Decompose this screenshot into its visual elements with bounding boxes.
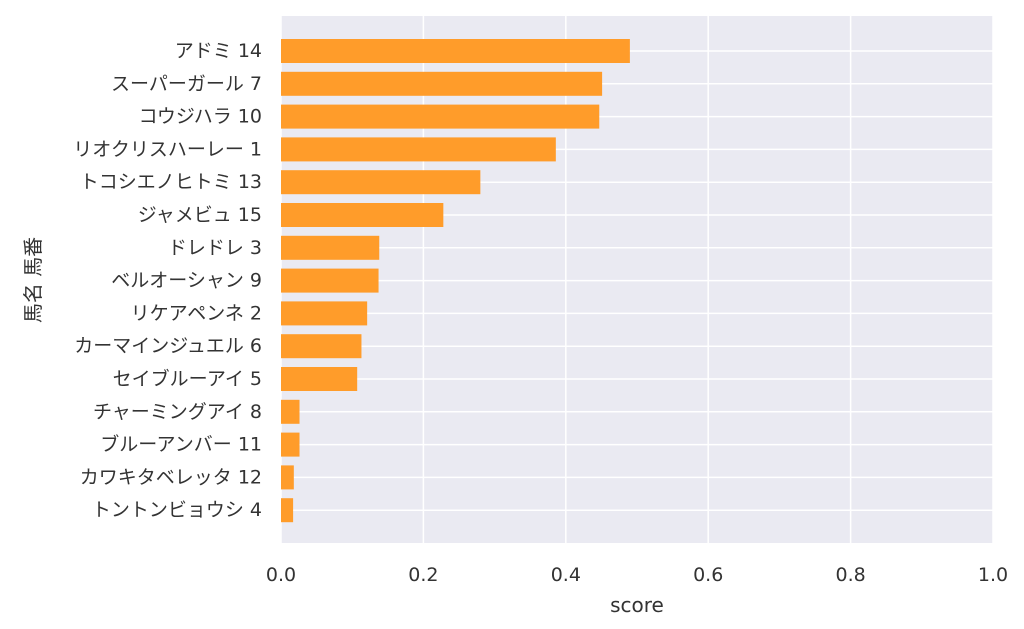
- x-tick-label: 0.6: [693, 564, 723, 586]
- bar: [281, 104, 600, 129]
- bars: [281, 39, 630, 523]
- y-tick-label: セイブルーアイ 5: [113, 367, 262, 390]
- bar: [281, 39, 630, 63]
- x-tick-label: 0.0: [266, 564, 296, 586]
- x-axis-label: score: [610, 593, 664, 617]
- y-tick-label: カーマインジュエル 6: [74, 335, 262, 357]
- y-axis-label: 馬名 馬番: [21, 237, 45, 323]
- bar: [281, 432, 300, 457]
- bar: [281, 170, 481, 195]
- bar: [281, 334, 362, 359]
- bar: [281, 71, 603, 96]
- bar: [281, 367, 358, 391]
- bar: [281, 465, 294, 490]
- y-tick-label: コウジハラ 10: [139, 106, 262, 128]
- y-tick-label: ジャメビュ 15: [138, 204, 262, 226]
- x-tick-label: 0.8: [835, 564, 865, 586]
- y-tick-label: トントンビョウシ 4: [92, 499, 262, 521]
- x-tick-label: 0.2: [408, 564, 438, 586]
- y-tick-label: リオクリスハーレー 1: [73, 138, 262, 160]
- y-tick-label: トコシエノヒトミ 13: [80, 171, 262, 193]
- y-tick-label: カワキタベレッタ 12: [80, 466, 262, 488]
- y-tick-label: ブルーアンバー 11: [100, 433, 262, 456]
- y-tick-label: ベルオーシャン 9: [111, 270, 262, 292]
- y-tick-label: チャーミングアイ 8: [93, 401, 262, 423]
- x-tick-labels: 0.0 0.2 0.4 0.6 0.8 1.0: [266, 564, 1008, 586]
- bar: [281, 137, 556, 162]
- x-tick-label: 1.0: [978, 564, 1008, 586]
- bar: [281, 203, 444, 227]
- bar: [281, 268, 379, 293]
- y-tick-label: ドレドレ 3: [168, 237, 262, 259]
- x-tick-label: 0.4: [551, 564, 581, 586]
- y-tick-label: スーパーガール 7: [111, 73, 262, 95]
- plot-area: [281, 16, 993, 543]
- y-tick-labels: アドミ 14 スーパーガール 7 コウジハラ 10 リオクリスハーレー 1 トコシエノヒ…: [73, 40, 262, 521]
- y-tick-label: アドミ 14: [175, 40, 262, 62]
- bar: [281, 498, 294, 523]
- bar: [281, 399, 300, 424]
- bar: [281, 235, 380, 260]
- bar: [281, 301, 368, 326]
- y-tick-label: リケアペンネ 2: [131, 302, 262, 324]
